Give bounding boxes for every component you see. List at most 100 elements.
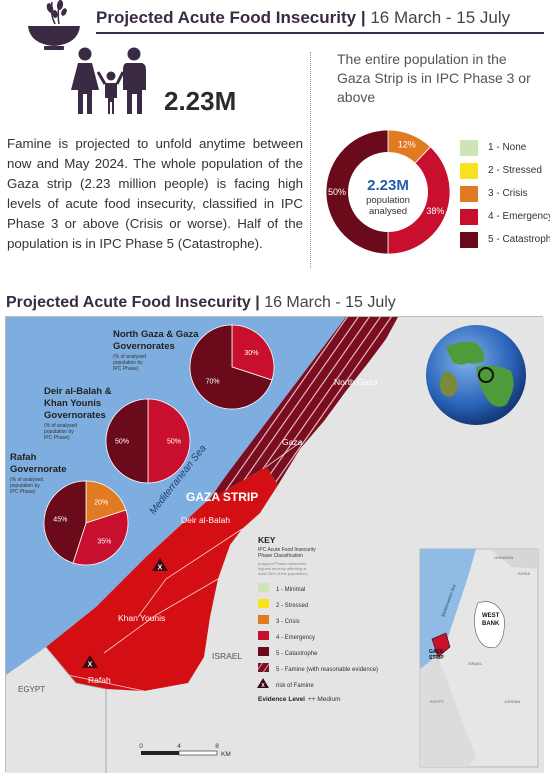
pie-deir-khan-slice-0: [147, 398, 191, 484]
key-subtitle-1: IPC Acute Food Insecurity: [258, 547, 316, 553]
pie-rafah-slice-label-2: 45%: [53, 516, 67, 523]
pie1-note-2: population by: [113, 360, 143, 366]
donut-slice-label-2: 50%: [328, 187, 346, 197]
pie3-title-2: Governorate: [10, 464, 67, 475]
key-note-1: (mapped Phase represents: [258, 561, 306, 566]
key-item-label: 4 - Emergency: [276, 635, 315, 641]
inset-west-bank-2: BANK: [482, 621, 500, 627]
pie1-note-1: (% of analysed: [113, 354, 146, 360]
header-rule: [96, 32, 544, 34]
scale-unit: KM: [221, 751, 231, 758]
key-item-emergency: 4 - Emergency: [258, 631, 315, 641]
legend-item-emergency: 4 - Emergency: [460, 209, 550, 227]
legend-swatch: [460, 186, 478, 202]
egypt-border: [45, 646, 107, 773]
pie-deir-khan-younis: 50% 50%: [105, 398, 191, 484]
map-section-title-text: Projected Acute Food Insecurity: [6, 294, 251, 311]
key-item-minimal: 1 - Minimal: [258, 583, 305, 593]
key-item-label: 5 - Famine (with reasonable evidence): [276, 667, 378, 673]
key-subtitle-2: Phase Classification: [258, 553, 303, 559]
pie-north-gaza-slice-1: [189, 324, 273, 410]
pie2-note-1: (% of analysed: [44, 423, 77, 429]
pie2-title-3: Governorates: [44, 410, 106, 421]
family-icon: [71, 47, 146, 114]
map-section-separator: |: [255, 294, 260, 311]
key-item-crisis: 3 - Crisis: [258, 615, 300, 625]
pie-north-gaza-slice-label-1: 70%: [206, 378, 220, 385]
pie1-note-3: IPC Phase): [113, 366, 139, 372]
label-north-gaza: North Gaza: [334, 377, 378, 387]
legend-swatch: [460, 232, 478, 248]
header-dates: 16 March - 15 July: [370, 8, 511, 27]
pie-rafah-slice-label-0: 20%: [94, 499, 108, 506]
legend-item-none: 1 - None: [460, 140, 550, 158]
inset-israel: ISRAEL: [468, 661, 483, 666]
svg-text:X: X: [88, 662, 93, 669]
population-donut-chart: 12% 38% 50% 2.23M population analysed: [325, 129, 451, 255]
key-item-label: 5 - Catastrophe: [276, 651, 318, 657]
pie3-title-1: Rafah: [10, 452, 37, 463]
pie1-title-1: North Gaza & Gaza: [113, 329, 199, 340]
key-note-2: highest severity affecting at: [258, 566, 307, 571]
pie2-note-2: population by: [44, 429, 74, 435]
pie-rafah-slice-1: [72, 509, 129, 566]
sea-area: [6, 317, 346, 675]
legend-swatch: [460, 163, 478, 179]
key-item-stressed: 2 - Stressed: [258, 599, 308, 609]
pie3-note-2: population by: [10, 483, 40, 489]
donut-slice-label-0: 12%: [398, 140, 416, 150]
inset-map: WEST BANK GAZA STRIP Mediterranean Sea L…: [419, 548, 539, 768]
scale-bar: 0 4 8 KM: [139, 743, 231, 758]
key-evidence-label: Evidence Level: [258, 696, 305, 703]
inset-lebanon: LEBANON: [494, 555, 513, 560]
header: Projected Acute Food Insecurity | 16 Mar…: [0, 0, 550, 50]
divider: [310, 52, 311, 268]
famine-paragraph: Famine is projected to unfold anytime be…: [7, 136, 303, 251]
pie3-note-1: (% of analysed: [10, 477, 43, 483]
phase4-area: [46, 467, 278, 691]
donut-center-label-2: analysed: [369, 206, 407, 217]
scale-tick-0: 0: [139, 743, 143, 750]
pie-deir-khan-slice-1: [105, 398, 149, 484]
key-item-famine: 5 - Famine (with reasonable evidence): [258, 663, 378, 673]
legend-swatch: [460, 209, 478, 225]
legend-item-stressed: 2 - Stressed: [460, 163, 550, 181]
inset-west-bank-1: WEST: [482, 613, 500, 619]
pie-rafah-slice-2: [43, 480, 87, 564]
legend-label: 5 - Catastrophe: [488, 234, 550, 245]
label-rafah: Rafah: [88, 675, 111, 685]
key-item-label: 1 - Minimal: [276, 587, 305, 593]
header-title: Projected Acute Food Insecurity | 16 Mar…: [96, 8, 510, 28]
inset-syria: SYRIA: [518, 571, 530, 576]
header-title-text: Projected Acute Food Insecurity: [96, 8, 357, 27]
header-separator: |: [360, 8, 366, 27]
pie1-title-2: Governorates: [113, 341, 175, 352]
legend-label: 4 - Emergency: [488, 211, 550, 222]
pie-north-gaza-slice-0: [231, 324, 275, 381]
inset-gaza-2: STRIP: [429, 655, 444, 661]
map-section-title: Projected Acute Food Insecurity | 16 Mar…: [6, 294, 396, 312]
pie2-note-3: IPC Phase): [44, 435, 70, 441]
label-khan-younis: Khan Younis: [118, 613, 165, 623]
key-title: KEY: [258, 535, 276, 545]
donut-slice-label-1: 38%: [426, 206, 444, 216]
risk-of-famine-marker: X: [82, 655, 98, 669]
pie-rafah-slice-0: [85, 480, 127, 524]
key-evidence-value: ++ Medium: [308, 696, 341, 703]
label-egypt: EGYPT: [18, 685, 45, 694]
donut-center-label-1: population: [366, 195, 410, 206]
population-heading: The entire population in the Gaza Strip …: [337, 51, 531, 105]
label-deir-al-balah: Deir al-Balah: [181, 515, 230, 525]
svg-text:X: X: [261, 683, 265, 689]
legend-swatch: [460, 140, 478, 156]
donut-center-value: 2.23M: [367, 177, 409, 194]
legend-item-crisis: 3 - Crisis: [460, 186, 550, 204]
pie-deir-khan-slice-label-1: 50%: [115, 438, 129, 445]
scale-tick-1: 4: [177, 743, 181, 750]
key-item-catastrophe: 5 - Catastrophe: [258, 647, 318, 657]
label-gaza: Gaza: [282, 437, 303, 447]
population-total: 2.23M: [164, 86, 237, 116]
legend-label: 3 - Crisis: [488, 188, 528, 199]
risk-of-famine-marker: X: [152, 558, 168, 572]
pie-rafah: 20% 35% 45%: [43, 480, 129, 566]
